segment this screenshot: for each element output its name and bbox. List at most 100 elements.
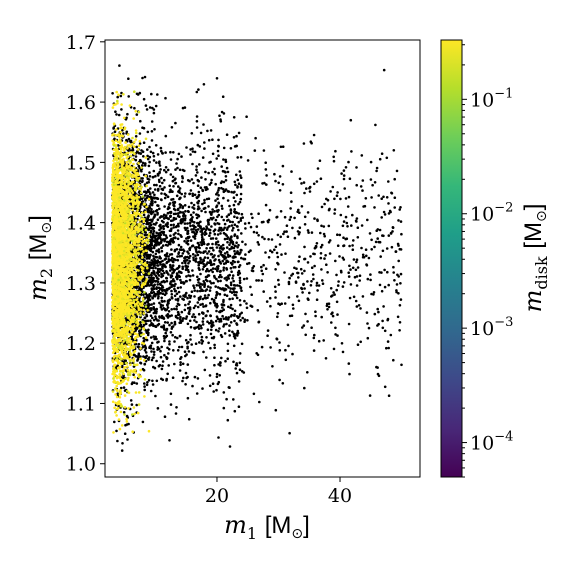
data-point	[179, 211, 183, 214]
data-point	[394, 250, 398, 253]
data-point	[352, 258, 356, 261]
data-point	[196, 228, 200, 231]
data-point	[311, 273, 315, 276]
data-point	[156, 296, 160, 300]
data-point	[310, 141, 313, 145]
data-point	[212, 336, 215, 340]
data-point	[385, 346, 388, 350]
data-point	[155, 208, 159, 212]
data-point	[116, 144, 120, 147]
data-point	[163, 196, 167, 200]
data-point	[175, 194, 179, 198]
data-point	[151, 200, 154, 203]
data-point	[181, 261, 184, 265]
data-point	[146, 381, 149, 384]
data-point	[361, 179, 365, 182]
data-point	[167, 258, 170, 261]
data-point	[152, 154, 156, 158]
data-point	[214, 285, 217, 288]
data-point	[257, 234, 260, 237]
data-point	[121, 365, 124, 369]
data-point	[208, 280, 212, 283]
data-point	[317, 339, 321, 343]
data-point	[219, 269, 222, 273]
data-point	[176, 237, 180, 241]
data-point	[147, 253, 150, 257]
data-point	[151, 379, 154, 383]
data-point	[191, 315, 194, 319]
data-point	[265, 174, 268, 177]
data-point	[120, 108, 123, 111]
data-point	[397, 219, 400, 222]
data-point	[236, 329, 240, 333]
data-point	[209, 259, 212, 262]
data-point	[165, 357, 169, 361]
data-point	[131, 136, 134, 140]
data-point	[137, 342, 141, 346]
data-point	[162, 225, 165, 228]
data-point	[183, 204, 187, 207]
data-point	[308, 186, 311, 190]
data-point	[315, 284, 319, 287]
data-point	[130, 337, 134, 341]
data-point	[214, 199, 217, 202]
data-point	[198, 145, 202, 148]
data-point	[312, 277, 315, 281]
data-point	[152, 196, 156, 200]
data-point	[342, 244, 345, 248]
data-point	[155, 293, 159, 296]
data-point	[196, 253, 200, 257]
data-point	[191, 269, 194, 272]
data-point	[186, 222, 189, 225]
data-point	[146, 157, 150, 161]
data-point	[148, 204, 151, 208]
data-point	[388, 209, 392, 213]
data-point	[145, 257, 149, 260]
data-point	[354, 268, 358, 272]
data-point	[188, 306, 192, 309]
data-point	[297, 276, 300, 279]
data-point	[213, 228, 217, 231]
data-point	[150, 92, 153, 96]
data-point	[142, 323, 146, 327]
data-point	[201, 268, 205, 271]
data-point	[350, 224, 353, 227]
data-point	[158, 255, 161, 258]
data-point	[237, 380, 241, 383]
data-point	[172, 269, 176, 272]
data-point	[169, 263, 172, 267]
data-point	[230, 190, 233, 194]
data-point	[326, 271, 329, 274]
data-point	[383, 268, 386, 272]
data-point	[167, 348, 171, 351]
data-point	[137, 304, 140, 308]
data-point	[232, 203, 236, 207]
data-point	[120, 91, 123, 95]
data-point	[275, 216, 278, 219]
data-point	[172, 279, 176, 283]
data-point	[349, 118, 353, 122]
data-point	[125, 423, 129, 426]
data-point	[149, 222, 152, 225]
data-point	[166, 315, 170, 318]
data-point	[237, 131, 241, 135]
data-point	[319, 177, 323, 180]
data-point	[332, 291, 335, 294]
data-point	[182, 298, 185, 301]
data-point	[188, 222, 192, 225]
data-point	[143, 75, 147, 79]
data-point	[142, 155, 145, 158]
data-point	[352, 239, 355, 242]
data-point	[179, 295, 182, 298]
data-point	[151, 106, 154, 110]
data-point	[161, 187, 164, 191]
data-point	[165, 292, 168, 295]
data-point	[159, 241, 163, 245]
data-point	[173, 320, 177, 324]
data-point	[211, 267, 215, 270]
data-point	[180, 155, 183, 158]
data-point	[228, 334, 231, 337]
data-point	[233, 313, 236, 316]
data-point	[215, 375, 219, 379]
data-point	[319, 245, 323, 249]
